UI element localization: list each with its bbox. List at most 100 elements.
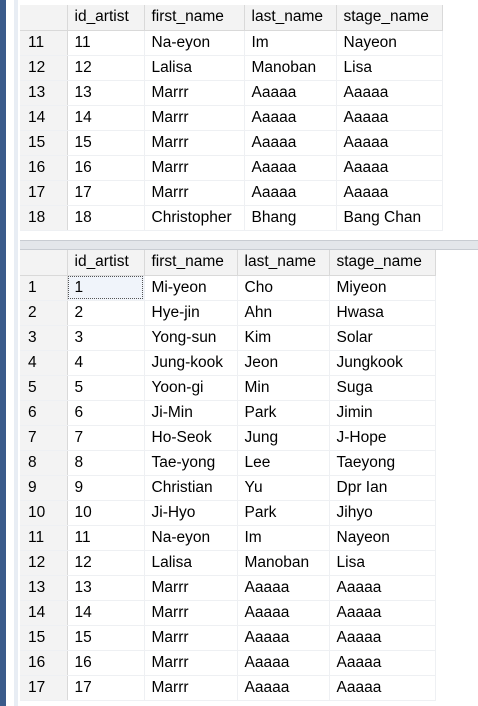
first-name-header[interactable]: first_name	[144, 250, 238, 276]
id-artist-cell[interactable]: 3	[67, 325, 145, 351]
first-name-cell[interactable]: Marrr	[144, 105, 245, 131]
row-number[interactable]: 11	[20, 525, 68, 551]
stage-name-cell[interactable]: Nayeon	[336, 30, 443, 56]
id-artist-cell[interactable]: 12	[67, 55, 145, 81]
first-name-cell[interactable]: Marrr	[144, 155, 245, 181]
id-artist-cell[interactable]: 1	[67, 275, 145, 301]
stage-name-cell[interactable]: Miyeon	[329, 275, 436, 301]
table-row[interactable]: 11 11 Na-eyon Im Nayeon	[20, 525, 436, 551]
stage-name-cell[interactable]: Suga	[329, 375, 436, 401]
table-row[interactable]: 7 7 Ho-Seok Jung J-Hope	[20, 425, 436, 451]
id-artist-cell[interactable]: 4	[67, 350, 145, 376]
id-artist-cell[interactable]: 18	[67, 205, 145, 231]
row-number-header[interactable]	[20, 250, 68, 276]
row-number[interactable]: 14	[20, 105, 68, 131]
table-row[interactable]: 2 2 Hye-jin Ahn Hwasa	[20, 300, 436, 326]
table-row[interactable]: 16 16 Marrr Aaaaa Aaaaa	[20, 650, 436, 676]
table-row[interactable]: 15 15 Marrr Aaaaa Aaaaa	[20, 625, 436, 651]
first-name-cell[interactable]: Lalisa	[144, 55, 245, 81]
stage-name-header[interactable]: stage_name	[329, 250, 436, 276]
row-number[interactable]: 13	[20, 575, 68, 601]
first-name-cell[interactable]: Marrr	[144, 130, 245, 156]
row-number[interactable]: 2	[20, 300, 68, 326]
last-name-cell[interactable]: Im	[244, 30, 337, 56]
last-name-cell[interactable]: Bhang	[244, 205, 337, 231]
first-name-cell[interactable]: Ho-Seok	[144, 425, 238, 451]
stage-name-cell[interactable]: Jimin	[329, 400, 436, 426]
first-name-cell[interactable]: Na-eyon	[144, 525, 238, 551]
id-artist-cell[interactable]: 8	[67, 450, 145, 476]
row-number[interactable]: 1	[20, 275, 68, 301]
first-name-cell[interactable]: Marrr	[144, 625, 238, 651]
stage-name-cell[interactable]: Aaaaa	[336, 130, 443, 156]
last-name-cell[interactable]: Kim	[237, 325, 330, 351]
first-name-cell[interactable]: Jung-kook	[144, 350, 238, 376]
results-splitter[interactable]	[20, 240, 478, 250]
row-number[interactable]: 12	[20, 55, 68, 81]
table-row[interactable]: 18 18 Christopher Bhang Bang Chan	[20, 205, 443, 231]
first-name-cell[interactable]: Marrr	[144, 80, 245, 106]
stage-name-cell[interactable]: Nayeon	[329, 525, 436, 551]
id-artist-cell[interactable]: 14	[67, 600, 145, 626]
stage-name-cell[interactable]: Dpr Ian	[329, 475, 436, 501]
last-name-cell[interactable]: Aaaaa	[237, 625, 330, 651]
table-row[interactable]: 11 11 Na-eyon Im Nayeon	[20, 30, 443, 56]
first-name-cell[interactable]: Ji-Hyo	[144, 500, 238, 526]
first-name-header[interactable]: first_name	[144, 5, 245, 31]
results-grid-1[interactable]: id_artist first_name last_name stage_name 11…	[20, 0, 478, 245]
row-number[interactable]: 15	[20, 625, 68, 651]
id-artist-cell[interactable]: 14	[67, 105, 145, 131]
last-name-cell[interactable]: Lee	[237, 450, 330, 476]
last-name-cell[interactable]: Aaaaa	[237, 575, 330, 601]
last-name-cell[interactable]: Aaaaa	[244, 155, 337, 181]
stage-name-cell[interactable]: Lisa	[336, 55, 443, 81]
id-artist-header[interactable]: id_artist	[67, 5, 145, 31]
first-name-cell[interactable]: Marrr	[144, 650, 238, 676]
table-row[interactable]: 13 13 Marrr Aaaaa Aaaaa	[20, 575, 436, 601]
last-name-cell[interactable]: Park	[237, 500, 330, 526]
row-number[interactable]: 10	[20, 500, 68, 526]
first-name-cell[interactable]: Yong-sun	[144, 325, 238, 351]
first-name-cell[interactable]: Marrr	[144, 575, 238, 601]
id-artist-cell[interactable]: 11	[67, 525, 145, 551]
row-number[interactable]: 12	[20, 550, 68, 576]
stage-name-cell[interactable]: Hwasa	[329, 300, 436, 326]
id-artist-cell[interactable]: 2	[67, 300, 145, 326]
row-number[interactable]: 17	[20, 180, 68, 206]
last-name-header[interactable]: last_name	[237, 250, 330, 276]
last-name-cell[interactable]: Aaaaa	[237, 675, 330, 701]
id-artist-header[interactable]: id_artist	[67, 250, 145, 276]
stage-name-cell[interactable]: Bang Chan	[336, 205, 443, 231]
table-row[interactable]: 10 10 Ji-Hyo Park Jihyo	[20, 500, 436, 526]
table-row[interactable]: 16 16 Marrr Aaaaa Aaaaa	[20, 155, 443, 181]
table-row[interactable]: 3 3 Yong-sun Kim Solar	[20, 325, 436, 351]
id-artist-cell[interactable]: 9	[67, 475, 145, 501]
first-name-cell[interactable]: Na-eyon	[144, 30, 245, 56]
last-name-cell[interactable]: Manoban	[244, 55, 337, 81]
table-row[interactable]: 17 17 Marrr Aaaaa Aaaaa	[20, 675, 436, 701]
stage-name-cell[interactable]: Jihyo	[329, 500, 436, 526]
id-artist-cell[interactable]: 13	[67, 575, 145, 601]
row-number[interactable]: 6	[20, 400, 68, 426]
last-name-header[interactable]: last_name	[244, 5, 337, 31]
table-row[interactable]: 13 13 Marrr Aaaaa Aaaaa	[20, 80, 443, 106]
stage-name-cell[interactable]: Aaaaa	[329, 625, 436, 651]
last-name-cell[interactable]: Aaaaa	[237, 600, 330, 626]
row-number[interactable]: 9	[20, 475, 68, 501]
last-name-cell[interactable]: Yu	[237, 475, 330, 501]
stage-name-cell[interactable]: Aaaaa	[336, 105, 443, 131]
table-row[interactable]: 4 4 Jung-kook Jeon Jungkook	[20, 350, 436, 376]
table-row[interactable]: 14 14 Marrr Aaaaa Aaaaa	[20, 105, 443, 131]
first-name-cell[interactable]: Ji-Min	[144, 400, 238, 426]
stage-name-cell[interactable]: Aaaaa	[329, 650, 436, 676]
last-name-cell[interactable]: Aaaaa	[237, 650, 330, 676]
id-artist-cell[interactable]: 17	[67, 180, 145, 206]
row-number[interactable]: 7	[20, 425, 68, 451]
stage-name-cell[interactable]: Aaaaa	[336, 155, 443, 181]
id-artist-cell[interactable]: 11	[67, 30, 145, 56]
stage-name-cell[interactable]: Aaaaa	[336, 180, 443, 206]
stage-name-cell[interactable]: Aaaaa	[329, 675, 436, 701]
results-grid-2[interactable]: id_artist first_name last_name stage_name 1 1…	[20, 250, 478, 706]
first-name-cell[interactable]: Marrr	[144, 675, 238, 701]
first-name-cell[interactable]: Christian	[144, 475, 238, 501]
